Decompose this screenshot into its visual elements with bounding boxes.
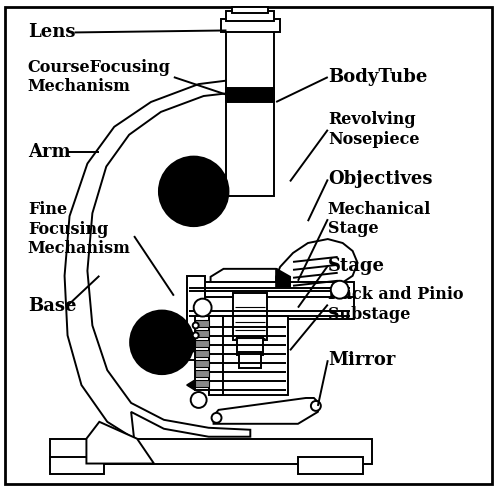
Bar <box>194 370 208 377</box>
Polygon shape <box>194 316 208 390</box>
Bar <box>226 88 274 102</box>
Bar <box>232 6 268 13</box>
Bar <box>238 337 263 355</box>
Bar <box>186 297 354 319</box>
Text: Base: Base <box>28 297 76 315</box>
Text: BodyTube: BodyTube <box>328 68 427 86</box>
Bar <box>208 316 224 395</box>
Text: Rack and Pinio
Substage: Rack and Pinio Substage <box>328 286 464 323</box>
Bar <box>50 457 104 474</box>
Polygon shape <box>64 79 250 438</box>
Polygon shape <box>276 239 357 296</box>
Bar <box>226 11 274 21</box>
Polygon shape <box>186 342 194 352</box>
Bar <box>186 282 354 298</box>
Circle shape <box>137 318 186 367</box>
Polygon shape <box>214 398 320 424</box>
Circle shape <box>159 157 228 226</box>
Text: Revolving
Nosepiece: Revolving Nosepiece <box>328 111 420 148</box>
Bar <box>234 293 267 340</box>
Bar <box>194 380 208 387</box>
Text: CourseFocusing
Mechanism: CourseFocusing Mechanism <box>28 59 171 95</box>
Text: Fine
Focusing
Mechanism: Fine Focusing Mechanism <box>28 201 130 257</box>
Polygon shape <box>210 269 290 295</box>
Text: Objectives: Objectives <box>328 170 432 189</box>
Circle shape <box>130 311 194 374</box>
Circle shape <box>190 392 206 408</box>
Bar <box>220 19 280 32</box>
Bar <box>194 360 208 367</box>
Bar <box>240 352 261 368</box>
Text: Mechanical
Stage: Mechanical Stage <box>328 201 431 238</box>
Circle shape <box>194 299 212 317</box>
Bar <box>226 27 274 196</box>
Circle shape <box>331 281 348 299</box>
Circle shape <box>192 332 198 338</box>
Circle shape <box>166 164 222 219</box>
Text: Stage: Stage <box>328 257 385 275</box>
Bar <box>194 340 208 347</box>
Circle shape <box>192 323 198 328</box>
Text: Mirror: Mirror <box>328 351 395 369</box>
Bar <box>186 276 204 360</box>
Bar <box>298 457 362 474</box>
Bar <box>194 330 208 337</box>
Text: Arm: Arm <box>28 142 70 161</box>
Bar <box>208 316 288 395</box>
Polygon shape <box>276 269 290 287</box>
Polygon shape <box>86 422 154 464</box>
Bar <box>50 438 372 464</box>
Circle shape <box>311 401 321 411</box>
Polygon shape <box>186 380 194 390</box>
Bar <box>194 321 208 327</box>
Bar <box>194 350 208 357</box>
Circle shape <box>212 413 222 423</box>
Text: Lens: Lens <box>28 24 76 41</box>
